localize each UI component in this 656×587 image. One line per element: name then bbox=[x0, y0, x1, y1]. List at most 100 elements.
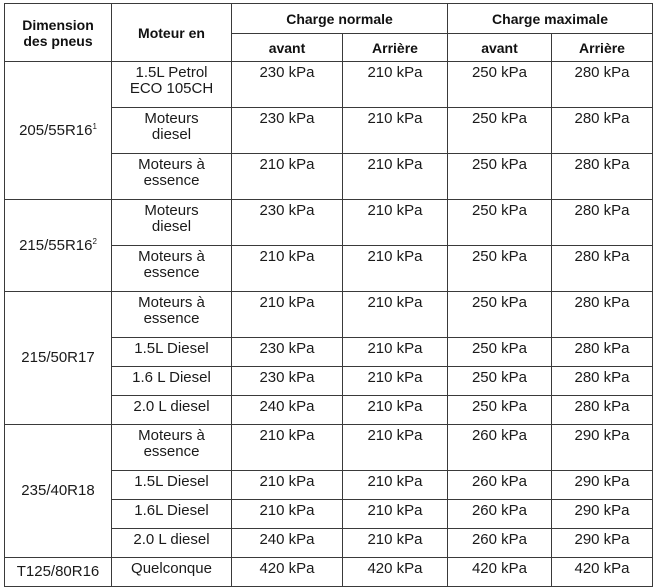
max-front-pressure: 260 kPa bbox=[447, 528, 552, 558]
engine-cell: 2.0 L diesel bbox=[111, 528, 232, 558]
header-maximale-avant: avant bbox=[447, 33, 552, 62]
engine-cell: 1.5L Diesel bbox=[111, 337, 232, 367]
max-rear-pressure: 290 kPa bbox=[550, 499, 654, 529]
max-rear-pressure: 290 kPa bbox=[550, 470, 654, 500]
table-row: Moteurs à essence 210 kPa 210 kPa 250 kPa 28… bbox=[5, 153, 654, 200]
tire-pressure-table: Dimension des pneus Moteur en Charge nor… bbox=[4, 3, 654, 587]
engine-cell: 1.6L Diesel bbox=[111, 499, 232, 529]
table-row: 215/50R17 Moteurs à essence 210 kPa 210 kPa… bbox=[4, 291, 654, 425]
header-charge-normale: Charge normale bbox=[231, 3, 448, 34]
max-front-pressure: 250 kPa bbox=[447, 366, 552, 396]
max-rear-pressure: 280 kPa bbox=[550, 153, 654, 200]
normal-rear-pressure: 210 kPa bbox=[342, 499, 448, 529]
max-rear-pressure: 280 kPa bbox=[550, 199, 654, 246]
tire-dimension-cell: 235/40R18 bbox=[4, 424, 112, 558]
header-moteur: Moteur en bbox=[111, 3, 232, 62]
table-row: 1.5L Diesel 210 kPa 210 kPa 260 kPa 290 kPa bbox=[5, 470, 654, 500]
normal-rear-pressure: 210 kPa bbox=[342, 199, 448, 246]
normal-rear-pressure: 210 kPa bbox=[342, 424, 448, 471]
max-front-pressure: 420 kPa bbox=[447, 557, 552, 587]
normal-rear-pressure: 210 kPa bbox=[342, 153, 448, 200]
header-maximale-arriere: Arrière bbox=[550, 33, 654, 62]
max-rear-pressure: 280 kPa bbox=[550, 395, 654, 425]
engine-cell: Moteurs diesel bbox=[111, 199, 232, 246]
max-rear-pressure: 290 kPa bbox=[550, 528, 654, 558]
header-dimension: Dimension des pneus bbox=[4, 3, 112, 62]
max-front-pressure: 250 kPa bbox=[447, 395, 552, 425]
normal-front-pressure: 230 kPa bbox=[231, 199, 343, 246]
normal-front-pressure: 210 kPa bbox=[231, 291, 343, 338]
max-rear-pressure: 280 kPa bbox=[550, 61, 654, 108]
normal-rear-pressure: 210 kPa bbox=[342, 291, 448, 338]
max-rear-pressure: 280 kPa bbox=[550, 366, 654, 396]
normal-front-pressure: 240 kPa bbox=[231, 528, 343, 558]
engine-cell: 2.0 L diesel bbox=[111, 395, 232, 425]
max-front-pressure: 250 kPa bbox=[447, 153, 552, 200]
normal-rear-pressure: 210 kPa bbox=[342, 337, 448, 367]
tire-dimension-cell: 205/55R161 bbox=[4, 61, 112, 200]
tire-dimension-label: 205/55R16 bbox=[19, 121, 93, 139]
table-row: 215/55R162 Moteurs diesel 230 kPa 210 kPa 25… bbox=[4, 199, 654, 292]
engine-cell: 1.6 L Diesel bbox=[111, 366, 232, 396]
normal-rear-pressure: 210 kPa bbox=[342, 470, 448, 500]
normal-rear-pressure: 210 kPa bbox=[342, 245, 448, 292]
max-front-pressure: 250 kPa bbox=[447, 337, 552, 367]
table-body: 205/55R161 1.5L Petrol ECO 105CH 230 kPa 21… bbox=[4, 61, 654, 587]
normal-rear-pressure: 210 kPa bbox=[342, 528, 448, 558]
header-normale-avant: avant bbox=[231, 33, 343, 62]
table-row: 2.0 L diesel 240 kPa 210 kPa 250 kPa 280 kPa bbox=[5, 395, 654, 425]
tire-dimension-label: 215/50R17 bbox=[21, 349, 95, 366]
max-rear-pressure: 420 kPa bbox=[550, 557, 654, 587]
engine-cell: Moteurs à essence bbox=[111, 245, 232, 292]
normal-front-pressure: 210 kPa bbox=[231, 470, 343, 500]
table-row: Moteurs à essence 210 kPa 210 kPa 250 kPa 28… bbox=[5, 245, 654, 292]
tire-dimension-label: 235/40R18 bbox=[21, 482, 95, 499]
table-row: T125/80R16 Quelconque 420 kPa 420 kPa 420 kP… bbox=[4, 557, 654, 587]
normal-front-pressure: 210 kPa bbox=[231, 424, 343, 471]
max-front-pressure: 260 kPa bbox=[447, 470, 552, 500]
tire-dimension-cell: 215/55R162 bbox=[4, 199, 112, 292]
normal-front-pressure: 210 kPa bbox=[231, 153, 343, 200]
tire-dimension-label: 215/55R16 bbox=[19, 236, 93, 254]
max-front-pressure: 250 kPa bbox=[447, 245, 552, 292]
max-front-pressure: 250 kPa bbox=[447, 61, 552, 108]
footnote-marker: 1 bbox=[92, 121, 97, 131]
max-rear-pressure: 280 kPa bbox=[550, 245, 654, 292]
normal-front-pressure: 420 kPa bbox=[231, 557, 343, 587]
footnote-marker: 2 bbox=[92, 236, 97, 246]
table-row: 2.0 L diesel 240 kPa 210 kPa 260 kPa 290 kPa bbox=[5, 528, 654, 558]
normal-rear-pressure: 210 kPa bbox=[342, 107, 448, 154]
tire-dimension-cell: 215/50R17 bbox=[4, 291, 112, 425]
normal-front-pressure: 230 kPa bbox=[231, 337, 343, 367]
max-front-pressure: 250 kPa bbox=[447, 107, 552, 154]
table-row: 235/40R18 Moteurs à essence 210 kPa 210 kPa… bbox=[4, 424, 654, 558]
engine-cell: Moteurs à essence bbox=[111, 291, 232, 338]
max-front-pressure: 260 kPa bbox=[447, 499, 552, 529]
normal-front-pressure: 210 kPa bbox=[231, 245, 343, 292]
engine-cell: Moteurs diesel bbox=[111, 107, 232, 154]
table-row: 1.6L Diesel 210 kPa 210 kPa 260 kPa 290 kPa bbox=[5, 499, 654, 529]
table-row: Moteurs diesel 230 kPa 210 kPa 250 kPa 280 k… bbox=[5, 107, 654, 154]
engine-cell: Moteurs à essence bbox=[111, 153, 232, 200]
max-front-pressure: 250 kPa bbox=[447, 291, 552, 338]
max-rear-pressure: 290 kPa bbox=[550, 424, 654, 471]
normal-front-pressure: 210 kPa bbox=[231, 499, 343, 529]
table-row: 1.5L Diesel 230 kPa 210 kPa 250 kPa 280 kPa bbox=[5, 337, 654, 367]
max-rear-pressure: 280 kPa bbox=[550, 107, 654, 154]
normal-front-pressure: 240 kPa bbox=[231, 395, 343, 425]
normal-front-pressure: 230 kPa bbox=[231, 61, 343, 108]
normal-rear-pressure: 210 kPa bbox=[342, 366, 448, 396]
normal-front-pressure: 230 kPa bbox=[231, 366, 343, 396]
normal-front-pressure: 230 kPa bbox=[231, 107, 343, 154]
max-rear-pressure: 280 kPa bbox=[550, 337, 654, 367]
engine-cell: 1.5L Petrol ECO 105CH bbox=[111, 61, 232, 108]
normal-rear-pressure: 210 kPa bbox=[342, 395, 448, 425]
engine-cell: Quelconque bbox=[111, 557, 232, 587]
max-front-pressure: 260 kPa bbox=[447, 424, 552, 471]
table-row: 205/55R161 1.5L Petrol ECO 105CH 230 kPa 21… bbox=[4, 61, 654, 200]
max-rear-pressure: 280 kPa bbox=[550, 291, 654, 338]
max-front-pressure: 250 kPa bbox=[447, 199, 552, 246]
normal-rear-pressure: 210 kPa bbox=[342, 61, 448, 108]
header-normale-arriere: Arrière bbox=[342, 33, 448, 62]
engine-cell: Moteurs à essence bbox=[111, 424, 232, 471]
